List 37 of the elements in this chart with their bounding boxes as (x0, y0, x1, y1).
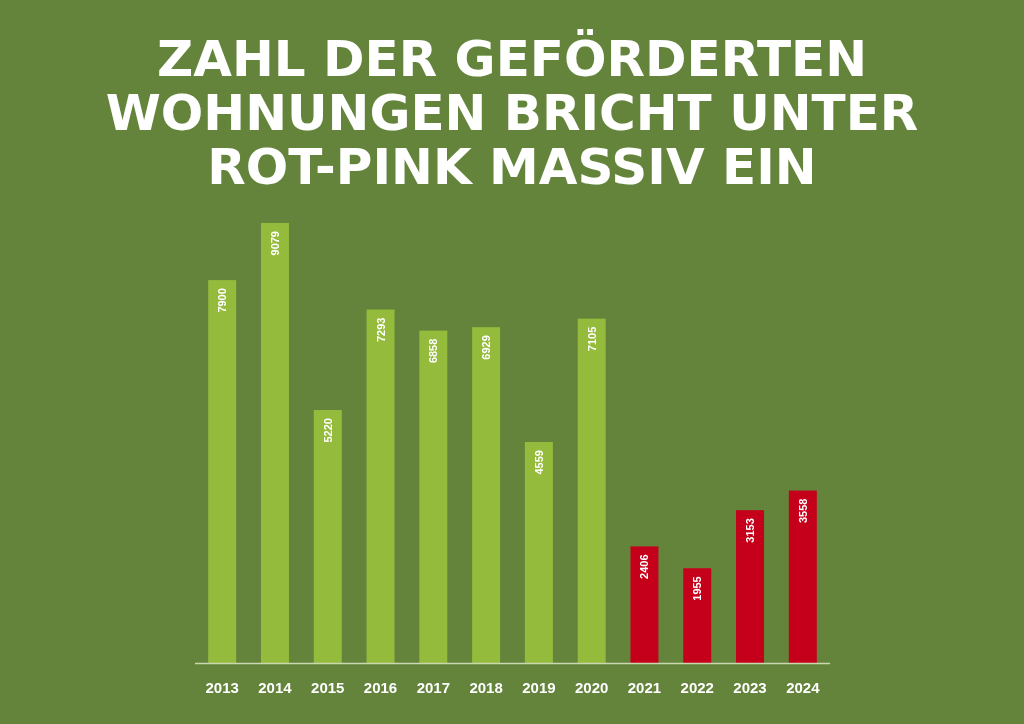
bar (788, 490, 817, 663)
bar (524, 442, 553, 663)
data-label: 4559 (532, 450, 545, 475)
bar (419, 330, 448, 663)
data-label: 2406 (638, 554, 651, 579)
data-label: 5220 (321, 418, 334, 443)
data-label: 9079 (268, 231, 281, 256)
x-tick-label: 2018 (469, 679, 503, 696)
x-tick-label: 2015 (311, 679, 345, 696)
x-tick-label: 2014 (258, 679, 293, 696)
x-tick-label: 2022 (680, 679, 714, 696)
data-label: 7293 (374, 317, 387, 343)
x-tick-label: 2020 (574, 679, 609, 696)
bar (208, 280, 237, 663)
bar (260, 223, 289, 663)
bar (577, 318, 606, 663)
bar (313, 410, 342, 663)
data-label: 7105 (585, 326, 598, 352)
chart-title: ZAHL DER GEFÖRDERTEN WOHNUNGEN BRICHT UNTER ROT-PINK MASSIV EIN (105, 29, 919, 196)
data-label: 1955 (691, 576, 704, 601)
bar (366, 309, 395, 663)
x-tick-label: 2017 (416, 679, 451, 696)
data-label: 6929 (480, 335, 493, 360)
x-tick-label: 2013 (205, 679, 239, 696)
x-tick-label: 2024 (786, 679, 821, 696)
data-label: 6858 (427, 338, 440, 364)
x-tick-label: 2019 (522, 679, 556, 696)
bar (472, 327, 501, 663)
bar (736, 510, 765, 663)
bar (683, 568, 712, 663)
x-tick-label: 2021 (627, 679, 662, 696)
bar (630, 546, 659, 663)
data-label: 3558 (796, 498, 809, 524)
data-label: 7900 (216, 288, 229, 313)
data-label: 3153 (744, 518, 757, 543)
x-tick-label: 2016 (363, 679, 398, 696)
x-tick-label: 2023 (733, 679, 767, 696)
